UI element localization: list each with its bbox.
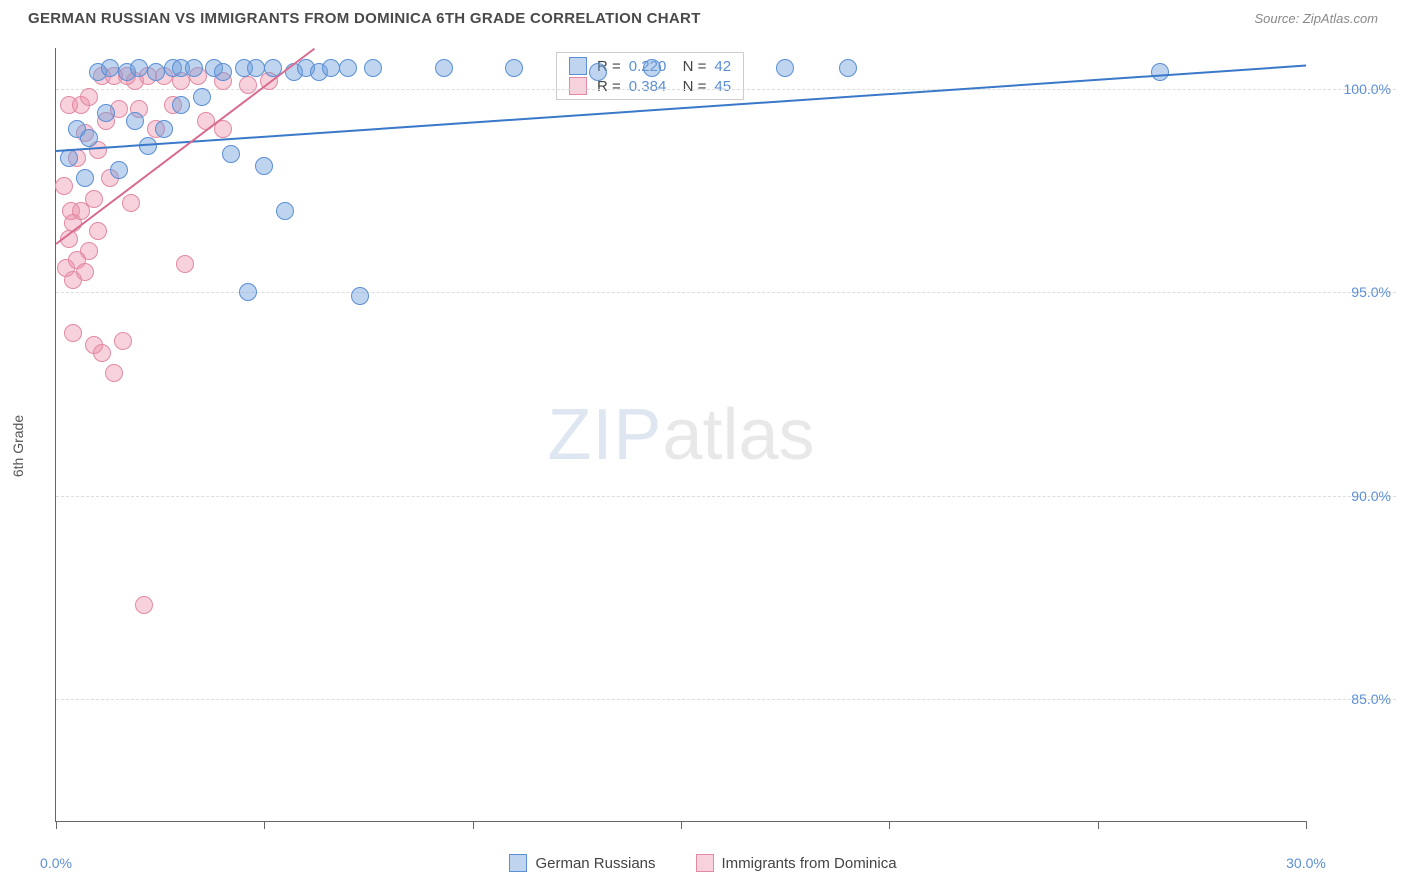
series1-swatch	[509, 854, 527, 872]
data-point-series2	[85, 190, 103, 208]
data-point-series2	[135, 596, 153, 614]
data-point-series1	[589, 63, 607, 81]
gridline	[56, 699, 1396, 700]
chart-title: GERMAN RUSSIAN VS IMMIGRANTS FROM DOMINI…	[28, 10, 701, 27]
stat-text: R = 0.384 N = 45	[597, 78, 731, 95]
legend-label-series2: Immigrants from Dominica	[722, 855, 897, 872]
xtick	[473, 821, 474, 829]
series1-swatch	[569, 57, 587, 75]
data-point-series1	[643, 59, 661, 77]
gridline	[56, 292, 1396, 293]
data-point-series1	[255, 157, 273, 175]
stat-n-label: N =	[674, 58, 706, 75]
data-point-series2	[114, 332, 132, 350]
data-point-series2	[122, 194, 140, 212]
stat-n-value-2: 45	[714, 78, 731, 95]
data-point-series2	[89, 222, 107, 240]
data-point-series2	[80, 88, 98, 106]
ytick-label: 100.0%	[1311, 81, 1391, 97]
data-point-series2	[64, 324, 82, 342]
data-point-series1	[214, 63, 232, 81]
data-point-series1	[776, 59, 794, 77]
xtick	[56, 821, 57, 829]
data-point-series1	[239, 283, 257, 301]
stat-n-value-1: 42	[714, 58, 731, 75]
stat-text: R = 0.220 N = 42	[597, 58, 731, 75]
data-point-series1	[193, 88, 211, 106]
series2-swatch	[696, 854, 714, 872]
xtick	[889, 821, 890, 829]
xtick	[1098, 821, 1099, 829]
data-point-series1	[101, 59, 119, 77]
data-point-series1	[322, 59, 340, 77]
data-point-series2	[80, 242, 98, 260]
data-point-series1	[1151, 63, 1169, 81]
data-point-series1	[276, 202, 294, 220]
data-point-series1	[76, 169, 94, 187]
data-point-series1	[126, 112, 144, 130]
data-point-series2	[55, 177, 73, 195]
legend-item-series2: Immigrants from Dominica	[696, 854, 897, 872]
data-point-series1	[97, 104, 115, 122]
data-point-series2	[197, 112, 215, 130]
legend: German Russians Immigrants from Dominica	[0, 854, 1406, 872]
plot-area: ZIPatlas R = 0.220 N = 42 R = 0.384 N =	[55, 48, 1306, 822]
watermark-zip: ZIP	[547, 395, 662, 475]
ytick-label: 85.0%	[1311, 691, 1391, 707]
data-point-series1	[172, 96, 190, 114]
data-point-series1	[130, 59, 148, 77]
series2-swatch	[569, 77, 587, 95]
xtick	[1306, 821, 1307, 829]
plot-wrapper: ZIPatlas R = 0.220 N = 42 R = 0.384 N =	[55, 48, 1306, 822]
stat-n-label: N =	[674, 78, 706, 95]
data-point-series2	[239, 76, 257, 94]
stat-r-value-2: 0.384	[629, 78, 667, 95]
watermark: ZIPatlas	[547, 394, 814, 476]
data-point-series2	[105, 364, 123, 382]
y-axis-label: 6th Grade	[10, 415, 26, 477]
ytick-label: 90.0%	[1311, 488, 1391, 504]
data-point-series1	[364, 59, 382, 77]
xtick	[681, 821, 682, 829]
data-point-series1	[247, 59, 265, 77]
data-point-series2	[76, 263, 94, 281]
ytick-label: 95.0%	[1311, 284, 1391, 300]
data-point-series1	[147, 63, 165, 81]
data-point-series1	[351, 287, 369, 305]
data-point-series1	[155, 120, 173, 138]
data-point-series1	[505, 59, 523, 77]
data-point-series1	[222, 145, 240, 163]
data-point-series1	[839, 59, 857, 77]
xtick	[264, 821, 265, 829]
data-point-series1	[339, 59, 357, 77]
legend-item-series1: German Russians	[509, 854, 655, 872]
data-point-series1	[80, 129, 98, 147]
legend-label-series1: German Russians	[535, 855, 655, 872]
watermark-atlas: atlas	[662, 395, 814, 475]
data-point-series2	[176, 255, 194, 273]
source-attribution: Source: ZipAtlas.com	[1254, 11, 1378, 26]
data-point-series1	[185, 59, 203, 77]
data-point-series2	[93, 344, 111, 362]
gridline	[56, 496, 1396, 497]
data-point-series1	[110, 161, 128, 179]
data-point-series1	[435, 59, 453, 77]
